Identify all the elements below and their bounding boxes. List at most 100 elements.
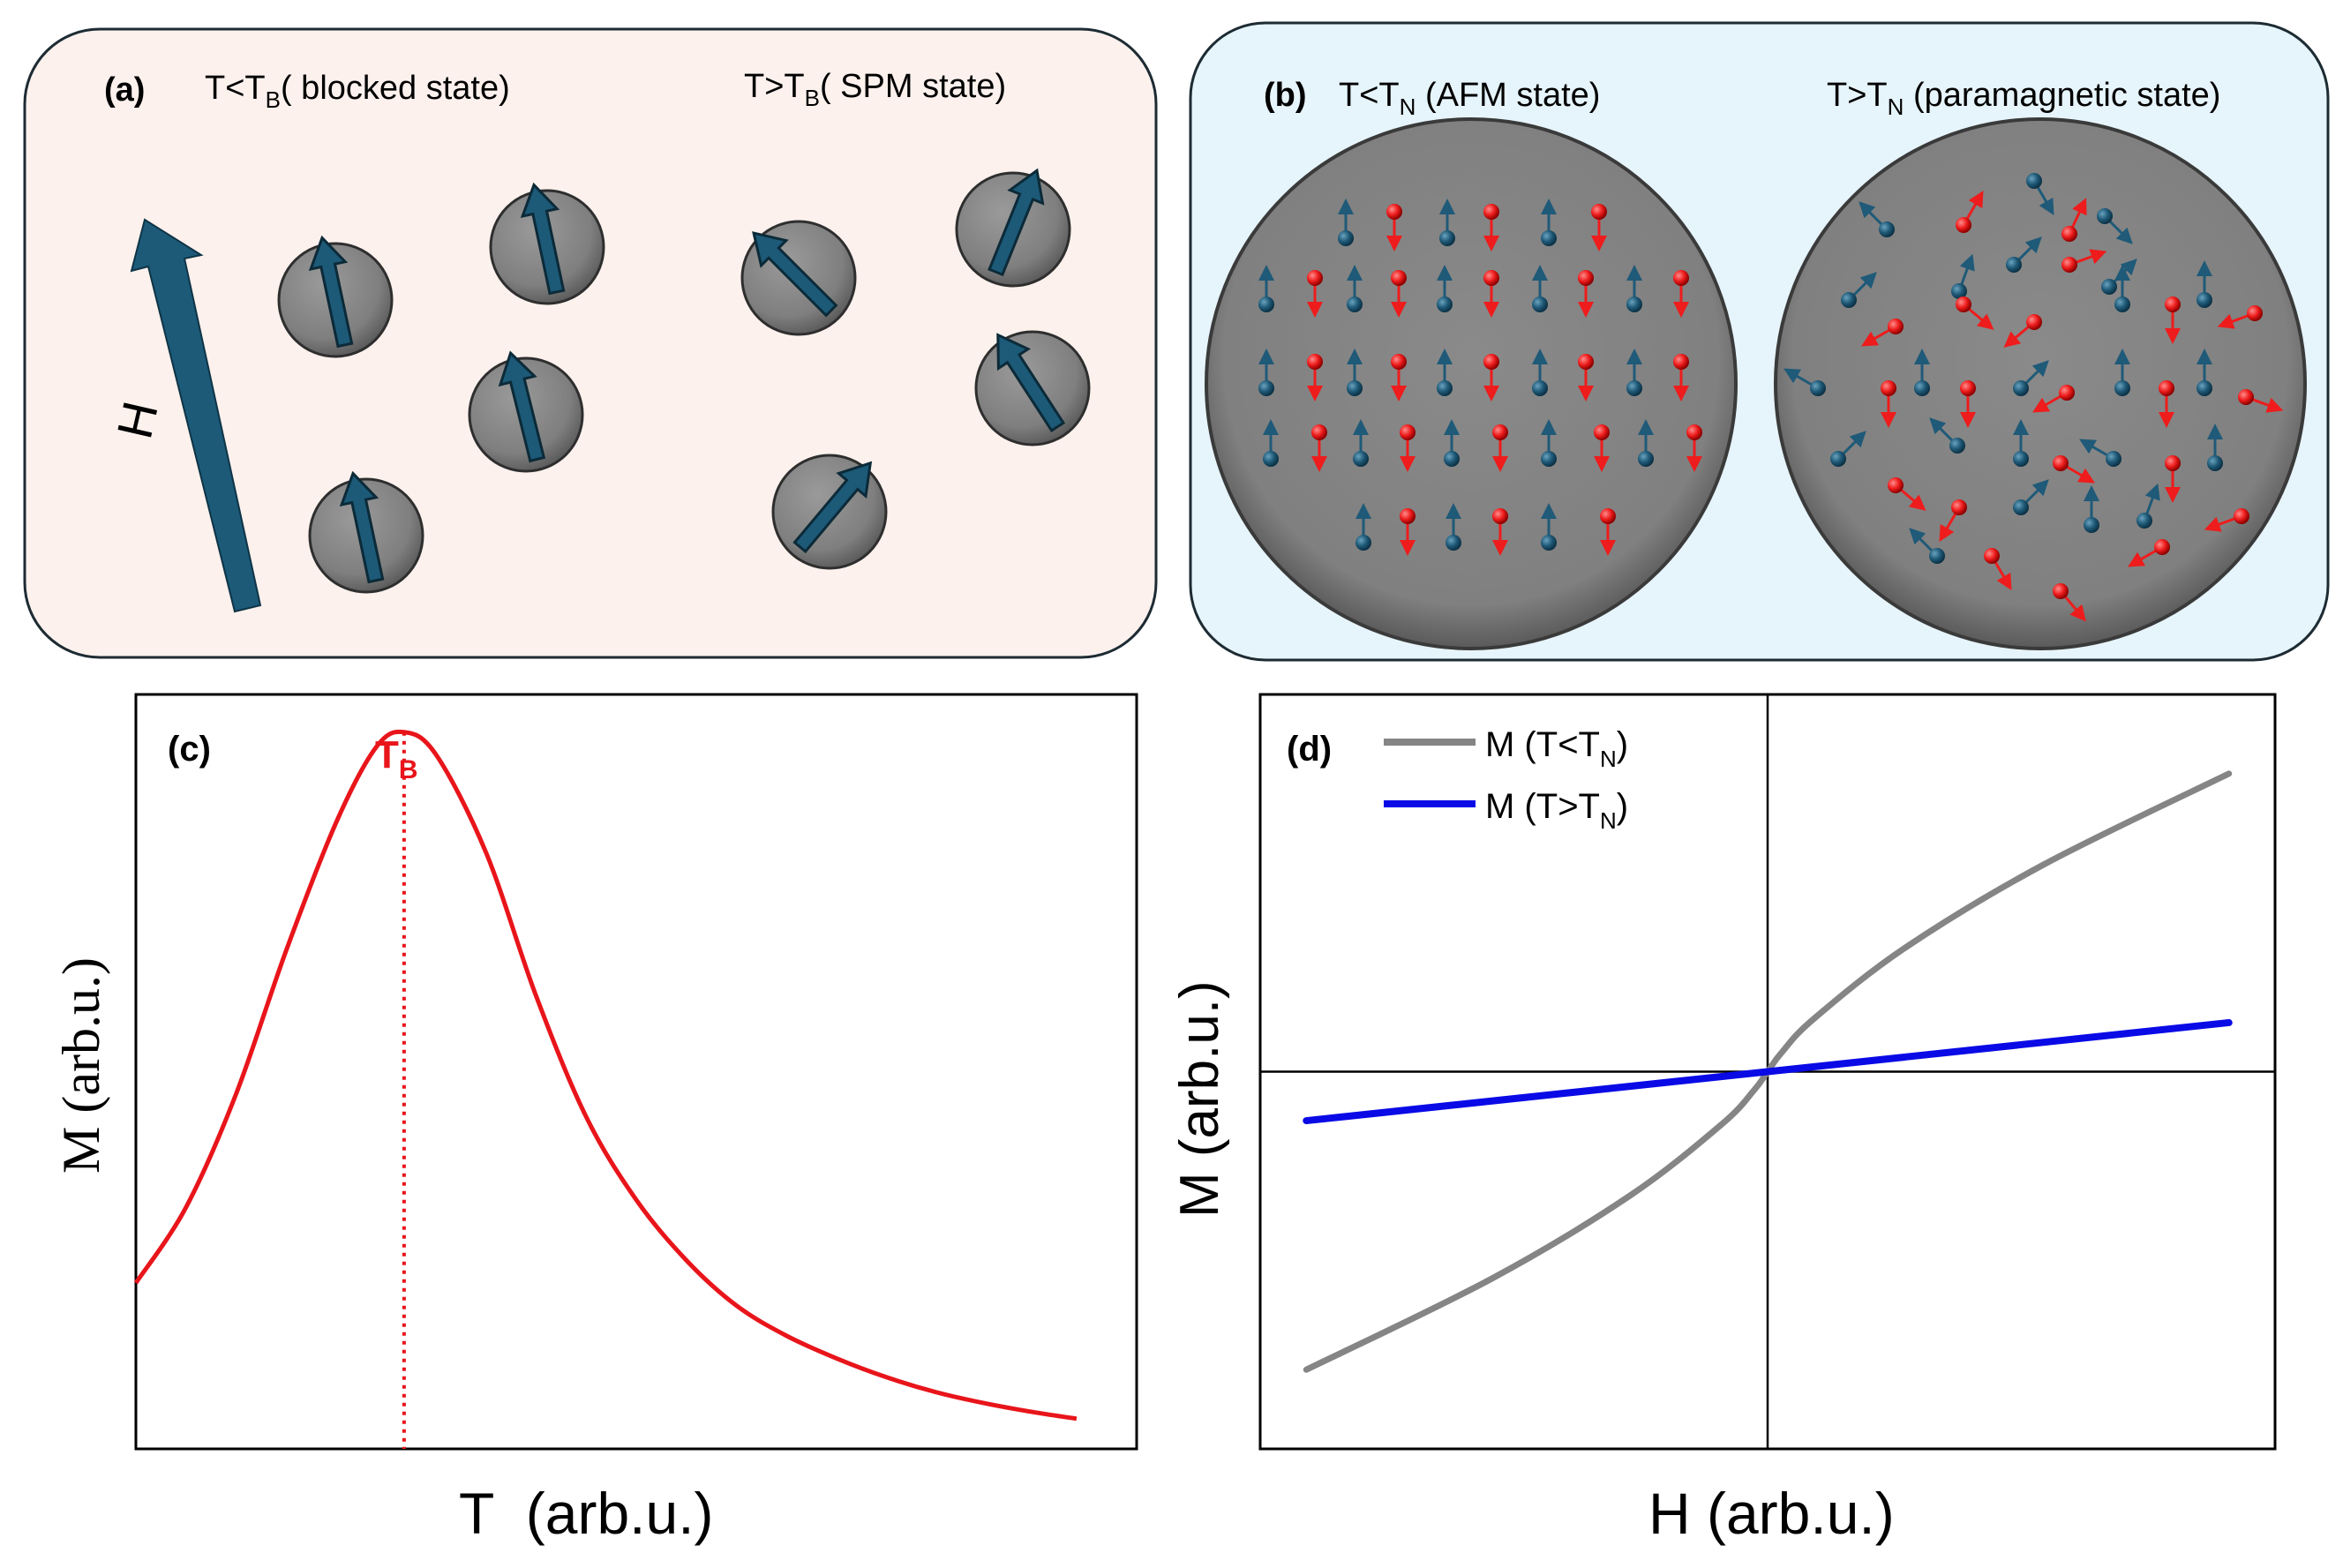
spin-up-blue <box>1532 265 1548 312</box>
spin-blue <box>2006 236 2042 273</box>
spin-red <box>1956 191 1984 233</box>
spin-up-blue <box>1258 265 1274 312</box>
moment-arrow-icon <box>308 235 354 349</box>
spin-blue <box>1951 253 1975 299</box>
spin-down-red <box>1686 424 1702 472</box>
spin-down-red <box>1483 354 1499 401</box>
spin-down-red <box>1307 270 1323 318</box>
spin-red <box>2053 455 2095 484</box>
spin-down-red <box>1578 354 1594 401</box>
spin-up-blue <box>1626 349 1642 396</box>
spin-red <box>1881 380 1896 428</box>
blocked-particle <box>468 350 584 473</box>
spin-down-red <box>1673 270 1689 318</box>
mt-curve <box>133 729 1078 1422</box>
spin-up-blue <box>1541 419 1557 467</box>
spm-particle <box>955 168 1071 288</box>
spin-down-red <box>1578 270 1594 318</box>
spin-up-blue <box>1541 503 1557 551</box>
plot-d-xlabel: H (arb.u.) <box>1648 1481 1895 1546</box>
moment-arrow-icon <box>339 470 385 584</box>
moment-arrow-icon <box>988 168 1045 277</box>
particle-group <box>277 168 1091 594</box>
spin-up-blue <box>1446 503 1461 551</box>
panel-a: (a) T<TB( blocked state) T>TB( SPM state… <box>23 27 1158 659</box>
panel-d: (d) M (T<TN) M (T>TN) H (arb.u.) M (arb.… <box>1169 693 2277 1546</box>
spin-red <box>2061 249 2107 273</box>
spin-down-red <box>1483 204 1499 251</box>
spin-down-red <box>1400 424 1416 472</box>
spin-blue <box>2013 419 2029 467</box>
spm-state-title: T>TB( SPM state) <box>744 68 1006 111</box>
plot-c-ylabel: M (arb.u.) <box>52 957 110 1174</box>
plot-c-xlabel: T (arb.u.) <box>459 1481 714 1546</box>
spm-particle <box>974 330 1091 446</box>
spin-down-red <box>1311 424 1327 472</box>
spin-blue <box>1841 272 1877 308</box>
spin-down-red <box>1391 270 1407 318</box>
spin-red <box>1984 548 2012 590</box>
spin-blue <box>1909 528 1945 564</box>
spin-red <box>2165 296 2181 344</box>
panel-c-label: (c) <box>168 730 211 769</box>
spm-particle <box>740 220 857 336</box>
legend-blue-text: M (T>TN) <box>1485 787 1628 834</box>
paramagnetic-disk <box>1774 117 2307 650</box>
spin-red <box>2217 305 2263 329</box>
spin-red <box>1888 477 1926 511</box>
spin-down-red <box>1492 424 1508 472</box>
moment-arrow-icon <box>520 182 566 296</box>
spin-blue <box>2079 439 2121 467</box>
spin-blue <box>2084 485 2099 533</box>
spin-red <box>1956 296 1994 330</box>
spin-up-blue <box>1258 349 1274 396</box>
spin-up-blue <box>1626 265 1642 312</box>
spin-red <box>2061 198 2087 242</box>
spin-red <box>2032 385 2075 413</box>
moment-arrow-icon <box>792 461 873 554</box>
spin-up-blue <box>1338 199 1354 246</box>
spin-up-blue <box>1355 503 1371 551</box>
spin-red <box>1861 319 1904 347</box>
spin-up-blue <box>1437 349 1453 396</box>
spin-red <box>1960 380 1976 428</box>
plot-c-frame <box>134 693 1138 1451</box>
blocked-particle <box>277 235 394 358</box>
spin-blue <box>2114 349 2130 396</box>
panel-d-label: (d) <box>1287 730 1332 769</box>
spin-up-blue <box>1532 349 1548 396</box>
spm-particle <box>771 454 888 570</box>
para-spins <box>1784 173 2284 622</box>
spin-blue <box>2207 424 2223 471</box>
plot-c-marks <box>133 729 1078 1449</box>
spin-blue <box>1929 417 1965 454</box>
blocked-particle <box>489 182 605 305</box>
spin-blue <box>2197 349 2212 396</box>
spin-blue <box>2136 483 2160 529</box>
spin-red <box>1939 499 1967 542</box>
plot-d-ylabel: M (arb.u.) <box>1169 980 1230 1218</box>
panel-b-label: (b) <box>1264 77 1307 114</box>
spin-down-red <box>1594 424 1610 472</box>
spin-blue <box>1784 368 1826 396</box>
spin-blue <box>1914 349 1930 396</box>
moment-arrow-icon <box>996 333 1066 433</box>
spin-red <box>2238 389 2284 413</box>
para-state-title: T>TN (paramagnetic state) <box>1827 77 2220 120</box>
spin-red <box>2003 314 2042 348</box>
spin-down-red <box>1391 354 1407 401</box>
spin-up-blue <box>1541 199 1557 246</box>
spin-blue <box>1859 201 1895 237</box>
spin-red <box>2053 583 2086 622</box>
spin-up-blue <box>1263 419 1279 467</box>
moment-arrow-icon <box>498 350 546 463</box>
spin-blue <box>2097 208 2133 244</box>
spin-blue <box>2197 260 2212 308</box>
spin-blue <box>2013 479 2049 515</box>
panel-c: (c) TB T (arb.u.) M (arb.u.) <box>52 693 1138 1546</box>
m-curve-para <box>1303 1018 2233 1125</box>
plot-d-marks <box>1260 694 2275 1449</box>
spin-down-red <box>1600 508 1616 556</box>
spin-red <box>2128 539 2170 567</box>
